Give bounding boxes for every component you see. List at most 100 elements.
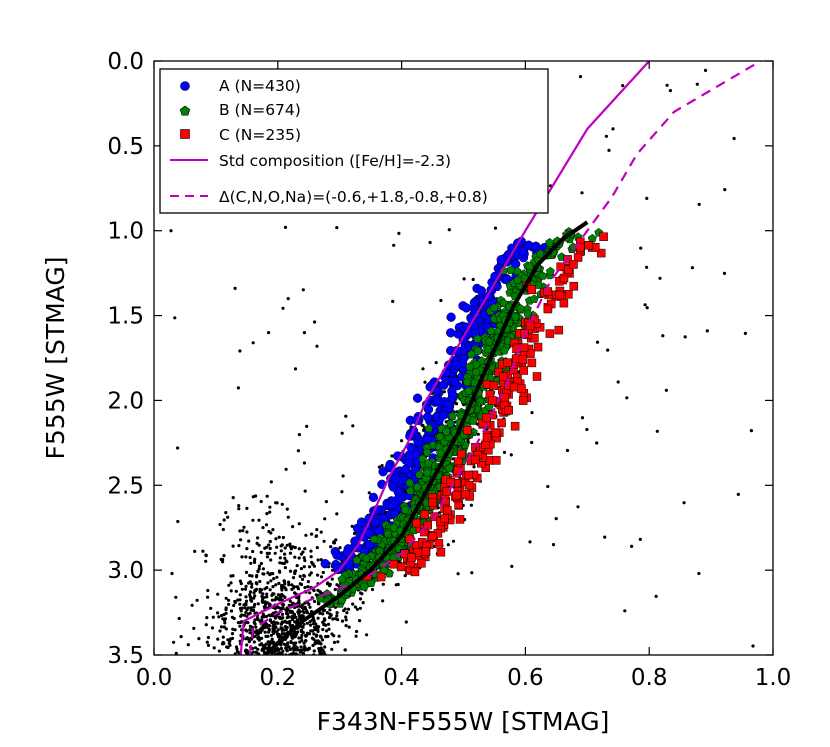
field-star-point [292,613,297,617]
field-star-point [262,605,266,609]
field-star-point [277,581,281,586]
field-star-point [285,649,289,653]
field-star-point [248,595,252,599]
field-star-point [244,584,248,588]
field-star-point [346,607,351,611]
field-star-point [270,613,274,617]
field-star-point [260,618,264,622]
group-a-point [412,393,423,403]
field-star-point [683,335,687,339]
field-star-point [255,541,259,546]
field-star-point [242,613,246,617]
field-star-point [169,229,173,233]
field-star-point [311,643,315,648]
field-star-point [219,557,223,562]
field-star-point [258,579,262,584]
field-star-point [655,429,659,433]
field-star-point [381,599,385,603]
field-star-point [239,620,243,625]
field-star-point [315,546,319,550]
group-b-point [422,467,432,477]
group-c-point [504,406,513,415]
field-star-point [290,615,294,619]
field-star-point [265,511,269,516]
field-star-point [358,597,363,601]
field-star-point [300,603,305,607]
field-star-point [224,510,228,515]
field-star-point [743,331,748,335]
field-star-point [343,648,347,652]
field-star-point [451,539,456,543]
field-star-point [285,606,289,610]
field-star-point [248,555,252,560]
group-c-point [423,520,432,530]
legend-label-delta: Δ(C,N,O,Na)=(-0.6,+1.8,-0.8,+0.8) [219,188,488,206]
field-star-point [335,614,339,618]
field-star-point [307,565,312,569]
field-star-point [288,599,292,603]
field-star-point [303,645,307,649]
field-star-point [176,446,180,450]
field-star-point [403,574,407,578]
group-a-point [451,360,461,370]
field-star-point [301,288,305,292]
field-star-point [267,529,271,534]
field-star-point [249,606,253,610]
field-star-point [267,543,271,547]
group-c-point [584,241,594,250]
legend-label-a: A (N=430) [219,77,301,95]
field-star-point [238,598,242,602]
field-star-point [266,634,270,639]
field-star-point [268,539,272,544]
field-star-point [293,591,297,595]
group-c-point [497,418,506,428]
field-star-point [251,341,255,345]
field-star-point [258,628,262,632]
field-star-point [270,593,274,598]
field-star-point [311,562,315,566]
field-star-point [316,573,320,577]
field-star-point [351,602,355,606]
field-star-point [303,547,307,551]
field-star-point [244,628,248,632]
y-tick-label: 3.5 [107,643,144,669]
field-star-point [269,579,273,583]
group-c-point [518,355,528,365]
field-star-point [192,626,196,631]
field-star-point [256,647,260,651]
field-star-point [326,622,331,626]
field-star-point [344,414,348,418]
field-star-point [240,587,244,591]
field-star-point [303,489,307,493]
field-star-point [201,549,205,553]
group-a-point [432,396,443,406]
field-star-point [245,506,249,510]
field-star-point [313,320,317,324]
field-star-point [456,572,460,576]
field-star-point [285,507,289,511]
group-a-point [496,255,506,265]
group-b-point [465,361,475,371]
field-star-point [312,621,316,625]
field-star-point [236,386,240,390]
field-star-point [269,558,273,562]
group-b-point [412,482,422,491]
field-star-point [638,537,642,542]
field-star-point [325,629,329,633]
group-a-point [368,492,379,503]
field-star-point [269,572,273,576]
group-c-point [527,358,537,368]
group-b-point [424,423,434,433]
field-star-point [275,501,279,505]
field-star-point [204,559,208,563]
group-a-point [523,240,534,250]
field-star-point [254,650,258,654]
field-star-point [288,569,293,573]
field-star-point [209,606,213,611]
field-star-point [284,646,288,650]
field-star-point [283,625,287,629]
field-star-point [321,627,325,632]
field-star-point [312,649,316,653]
field-star-point [265,551,269,556]
group-b-point [473,334,482,343]
